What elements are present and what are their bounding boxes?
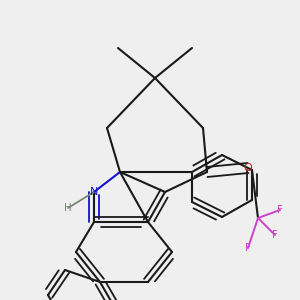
Text: H: H	[64, 203, 72, 213]
Text: F: F	[272, 230, 278, 240]
Text: F: F	[245, 243, 251, 253]
Text: O: O	[244, 163, 252, 173]
Text: F: F	[277, 205, 283, 215]
Text: N: N	[90, 187, 98, 197]
